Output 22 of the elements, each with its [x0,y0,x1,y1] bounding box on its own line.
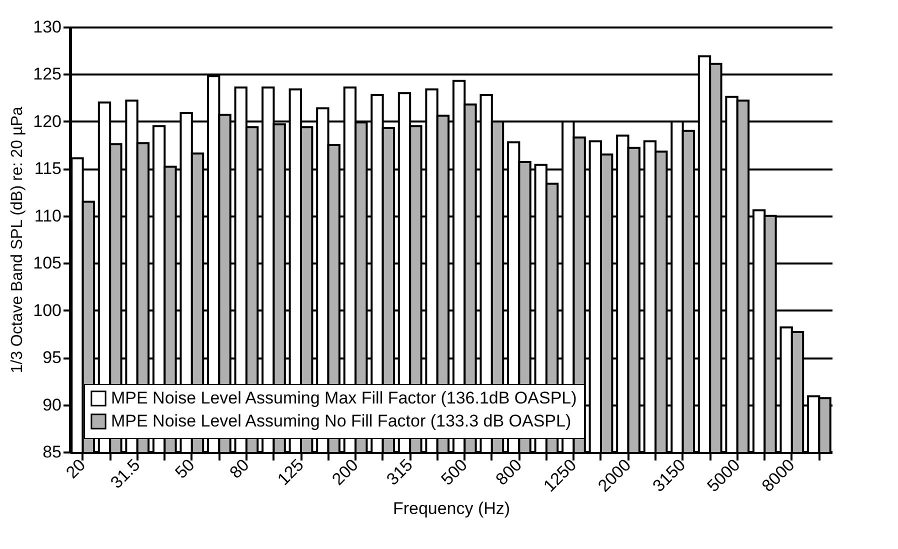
y-tick-label: 90 [42,395,62,414]
x-tick-label: 200 [328,455,362,489]
x-axis-title: Frequency (Hz) [392,498,510,518]
y-tick-label: 115 [34,159,62,178]
x-tick-label: 20 [62,455,90,482]
y-tick-label: 120 [33,112,62,131]
y-tick-label: 95 [42,348,62,368]
y-tick-label: 130 [33,18,62,36]
x-tick-label: 500 [438,455,471,489]
legend-label: MPE Noise Level Assuming No Fill Factor (133.3 dB OASPL) [111,412,572,430]
x-tick-label: 125 [274,455,308,489]
x-tick-label: 80 [226,455,253,482]
x-tick-label: 50 [171,455,198,482]
y-tick-label: 100 [33,300,62,320]
x-tick-label: 315 [382,455,416,489]
x-tick-label: 800 [492,455,526,489]
legend-label: MPE Noise Level Assuming Max Fill Factor (136.1dB OASPL) [111,388,577,408]
y-axis-title: 1/3 Octave Band SPL (dB) re: 20 µPa [9,106,26,374]
y-tick-label: 85 [42,442,62,462]
y-tick-label: 110 [34,206,62,226]
y-tick-label: 105 [33,254,62,273]
y-tick-label: 125 [33,64,62,84]
